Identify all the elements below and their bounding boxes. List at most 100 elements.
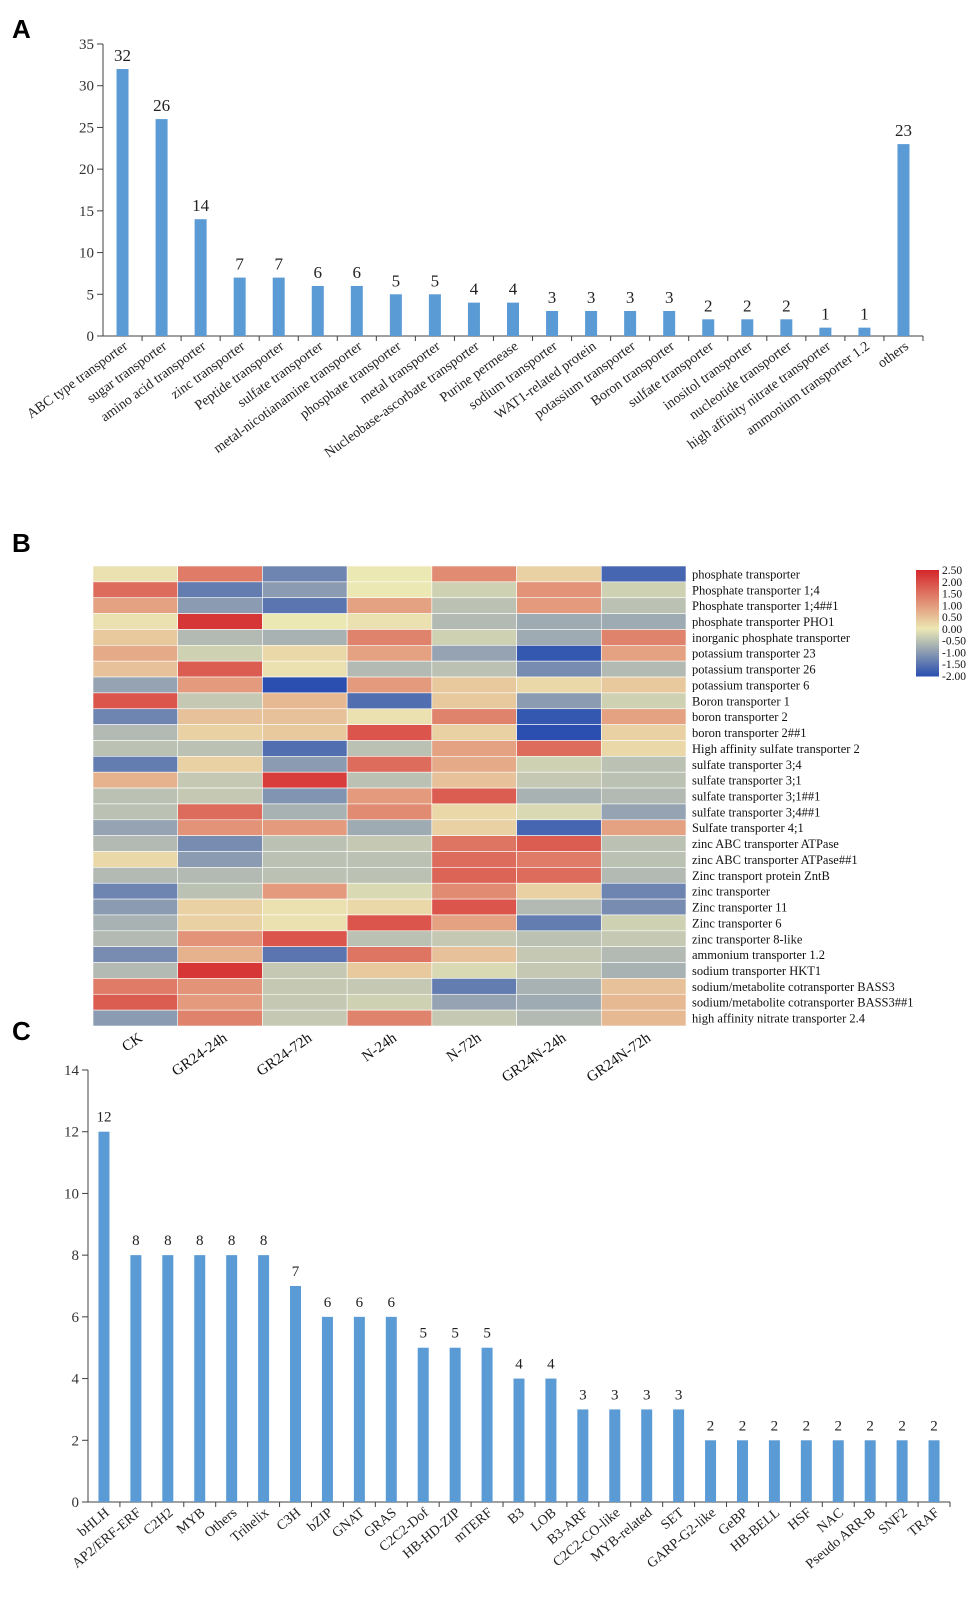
heatmap-scale-segment — [916, 658, 939, 661]
chart-c-data-label: 8 — [228, 1233, 236, 1249]
heatmap-cell — [177, 978, 263, 995]
heatmap-cell — [516, 930, 602, 947]
heatmap-cell — [516, 914, 602, 932]
heatmap-scale-segment — [916, 630, 939, 633]
heatmap-cell — [516, 597, 602, 614]
chart-a-bar — [741, 319, 754, 336]
heatmap-cell — [600, 771, 687, 789]
heatmap-cell — [92, 581, 179, 599]
heatmap-row-label: sulfate transporter 3;1 — [692, 774, 802, 788]
chart-c-data-label: 8 — [196, 1233, 204, 1249]
heatmap-cell — [516, 724, 602, 741]
heatmap-scale-segment — [916, 628, 939, 631]
chart-c-category-label: TRAF — [906, 1505, 943, 1540]
chart-c-data-label: 6 — [388, 1295, 396, 1311]
heatmap-cell — [516, 645, 602, 662]
heatmap-scale-segment — [916, 585, 939, 589]
heatmap-row-label: zinc ABC transporter ATPase##1 — [692, 853, 858, 867]
heatmap-cell — [177, 771, 263, 789]
chart-c-tf-family-counts: 0246810121412bHLH8AP2/ERF-ERF8C2H28MYB8O… — [64, 1063, 951, 1572]
heatmap-cell — [262, 708, 348, 725]
heatmap-cell — [431, 787, 517, 805]
heatmap-cell — [262, 597, 348, 614]
heatmap-cell — [516, 629, 602, 646]
heatmap-cell — [516, 756, 602, 773]
chart-c-data-label: 3 — [579, 1387, 587, 1403]
heatmap-cell — [92, 930, 179, 947]
heatmap-scale-segment — [916, 649, 939, 652]
chart-c-y-tick-label: 0 — [72, 1495, 80, 1511]
heatmap-cell — [177, 756, 263, 773]
heatmap-cell — [516, 803, 602, 821]
heatmap-scale-segment — [916, 594, 939, 597]
chart-a-data-label: 23 — [895, 121, 912, 140]
heatmap-cell — [516, 962, 602, 979]
heatmap-cell — [431, 645, 517, 662]
heatmap-cell — [262, 660, 348, 678]
heatmap-cell — [92, 962, 179, 979]
heatmap-scale-segment — [916, 621, 939, 624]
chart-a-data-label: 3 — [587, 288, 596, 307]
heatmap-cell — [92, 676, 179, 694]
heatmap-cell — [516, 613, 602, 630]
chart-c-bar — [832, 1440, 844, 1502]
heatmap-cell — [600, 708, 687, 725]
heatmap-scale-segment — [916, 619, 939, 622]
heatmap-cell — [516, 978, 602, 995]
heatmap-scale-segment — [916, 573, 939, 576]
chart-a-data-label: 32 — [114, 46, 131, 65]
chart-c-data-label: 6 — [324, 1295, 332, 1311]
heatmap-scale-segment — [916, 651, 939, 654]
chart-c-bar — [226, 1255, 238, 1502]
heatmap-cell — [262, 581, 348, 599]
heatmap-scale-segment — [916, 661, 939, 665]
heatmap-cell — [600, 692, 687, 710]
heatmap-cell — [177, 565, 263, 583]
heatmap-cell — [600, 581, 687, 599]
chart-a-bar — [897, 144, 910, 336]
heatmap-cell — [600, 740, 687, 757]
heatmap-cell — [177, 819, 263, 836]
heatmap-cell — [600, 565, 687, 583]
heatmap-cell — [600, 676, 687, 694]
heatmap-column-label: CK — [119, 1030, 145, 1055]
heatmap-cell — [177, 740, 263, 757]
heatmap-cell — [346, 740, 433, 757]
heatmap-row-label: sulfate transporter 3;4##1 — [692, 805, 820, 819]
panel-b-label: B — [12, 528, 31, 558]
chart-a-data-label: 3 — [626, 288, 635, 307]
chart-a-bar — [467, 302, 480, 336]
chart-a-y-tick-label: 30 — [79, 79, 94, 95]
heatmap-scale-segment — [916, 631, 939, 635]
heatmap-cell — [600, 993, 687, 1011]
heatmap-row-label: sodium/metabolite cotransporter BASS3##1 — [692, 996, 914, 1010]
heatmap-scale-segment — [916, 626, 939, 629]
heatmap-cell — [262, 962, 348, 979]
heatmap-cell — [346, 787, 433, 805]
heatmap-scale-segment — [916, 617, 939, 620]
heatmap-cell — [177, 867, 263, 884]
chart-c-y-tick-label: 4 — [72, 1372, 80, 1388]
heatmap-cell — [431, 867, 517, 884]
heatmap-scale-segment — [916, 570, 939, 573]
heatmap-scale-label: -1.50 — [942, 659, 966, 671]
chart-c-data-label: 3 — [643, 1387, 651, 1403]
chart-a-bar — [507, 302, 519, 336]
heatmap-scale-segment — [916, 670, 939, 673]
heatmap-cell — [431, 676, 517, 694]
heatmap-scale-segment — [916, 612, 939, 615]
heatmap-scale-segment — [916, 603, 939, 606]
heatmap-cell — [516, 740, 602, 757]
heatmap-column-label: GR24N-24h — [499, 1030, 569, 1086]
heatmap-cell — [346, 660, 433, 678]
heatmap-cell — [92, 914, 179, 932]
heatmap-scale-segment — [916, 645, 939, 649]
chart-a-y-tick-label: 25 — [79, 120, 94, 136]
heatmap-cell — [262, 692, 348, 710]
heatmap-scale-label: 2.00 — [942, 577, 962, 589]
chart-c-y-tick-label: 10 — [64, 1186, 79, 1202]
heatmap-cell — [262, 629, 348, 646]
heatmap-cell — [431, 660, 517, 678]
